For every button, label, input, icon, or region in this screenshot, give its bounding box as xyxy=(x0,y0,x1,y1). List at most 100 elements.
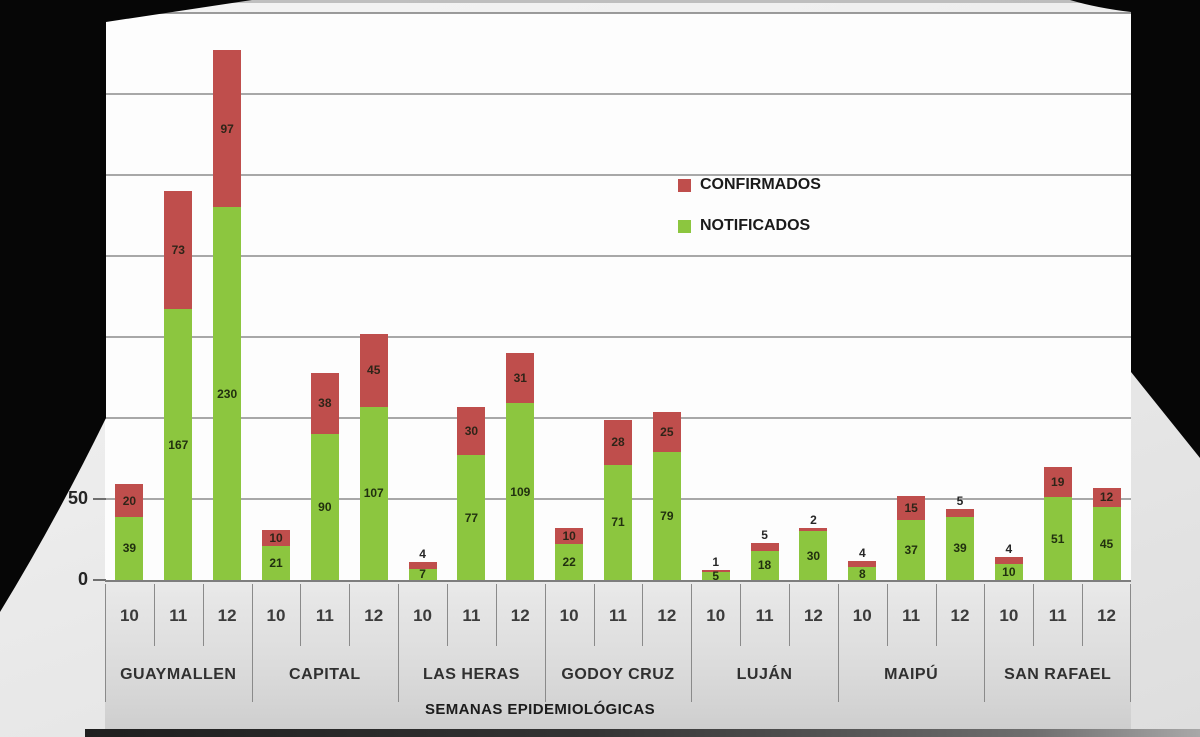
notificados-value-label: 18 xyxy=(757,558,772,573)
stacked-bar-maip--11: 15 37 xyxy=(897,495,926,580)
notificados-segment xyxy=(652,452,681,580)
confirmados-segment xyxy=(946,508,974,517)
confirmados-value-label: 10 xyxy=(562,529,576,544)
gridline-250 xyxy=(105,174,1131,176)
week-tick-label-las-heras-11: 11 xyxy=(462,606,481,625)
confirmados-value-label: 73 xyxy=(171,243,185,258)
week-tick-label-san-rafael-10: 10 xyxy=(999,606,1019,625)
week-tick-label-godoy-cruz-10: 10 xyxy=(559,606,579,625)
group-separator xyxy=(837,584,839,702)
notificados-value-label: 30 xyxy=(806,548,821,563)
confirmados-value-label: 28 xyxy=(611,435,625,450)
confirmados-value-label: 5 xyxy=(761,527,768,542)
legend-item-notificados: NOTIFICADOS xyxy=(678,215,821,237)
confirmados-value-label: 4 xyxy=(858,545,866,560)
stacked-bar-godoy-cruz-11: 28 71 xyxy=(604,419,632,580)
week-tick-label-luj-n-12: 12 xyxy=(803,606,823,625)
confirmados-segment xyxy=(262,529,290,546)
notificados-value-label: 10 xyxy=(1002,564,1016,579)
confirmados-segment xyxy=(994,557,1023,564)
stacked-bar-las-heras-11: 30 77 xyxy=(457,406,486,580)
notificados-value-label: 39 xyxy=(122,541,137,556)
group-separator xyxy=(398,584,400,702)
notificados-segment xyxy=(164,309,193,580)
stacked-bar-capital-11: 38 90 xyxy=(310,372,339,580)
week-tick-label-san-rafael-12: 12 xyxy=(1097,606,1117,625)
notificados-value-label: 109 xyxy=(510,484,531,499)
confirmados-value-label: 30 xyxy=(464,423,479,438)
group-label-san-rafael: SAN RAFAEL xyxy=(1004,666,1112,683)
x-axis-band: 10 11 12 GUAYMALLEN 10 11 12 CAPITAL 10 11 12 LAS H… xyxy=(105,580,1131,731)
notificados-value-label: 107 xyxy=(363,486,384,501)
stacked-bar-luj-n-11: 5 18 xyxy=(750,528,779,580)
notificados-segment xyxy=(555,544,584,580)
notificados-segment xyxy=(604,464,632,580)
legend-label: CONFIRMADOS xyxy=(700,176,821,193)
notificados-value-label: 230 xyxy=(217,386,238,401)
chart-legend: CONFIRMADOS NOTIFICADOS xyxy=(678,174,821,256)
week-tick-label-maip--12: 12 xyxy=(950,606,970,625)
confirmados-segment xyxy=(848,560,877,568)
week-tick-label-capital-10: 10 xyxy=(266,606,286,625)
stacked-bar-chart-plot-area: 20 39 73 167 97 230 10 21 38 90 45 107 4 7 30 77 31 109 10… xyxy=(105,12,1131,583)
notificados-segment xyxy=(946,516,974,580)
week-separator xyxy=(886,584,888,646)
week-tick-label-guaymallen-11: 11 xyxy=(169,606,188,625)
confirmados-value-label: 25 xyxy=(660,424,674,439)
stacked-bar-guaymallen-11: 73 167 xyxy=(164,191,193,580)
notificados-segment xyxy=(408,568,437,580)
week-separator xyxy=(593,584,595,646)
legend-swatch-notificados xyxy=(678,219,691,233)
stacked-bar-guaymallen-12: 97 230 xyxy=(213,50,242,580)
confirmados-value-label: 12 xyxy=(1099,490,1114,505)
week-tick-label-capital-12: 12 xyxy=(364,606,384,625)
confirmados-segment xyxy=(213,50,242,208)
confirmados-segment xyxy=(1092,487,1121,508)
confirmados-value-label: 1 xyxy=(712,555,720,570)
confirmados-segment xyxy=(115,484,144,517)
notificados-value-label: 79 xyxy=(660,509,674,524)
notificados-segment xyxy=(848,567,877,580)
notificados-value-label: 71 xyxy=(611,515,625,530)
slide-top-edge xyxy=(105,0,1131,3)
week-tick-label-maip--11: 11 xyxy=(902,606,921,625)
week-separator xyxy=(349,584,351,646)
notificados-value-label: 7 xyxy=(419,567,426,582)
legend-swatch-confirmados xyxy=(678,178,691,192)
confirmados-segment xyxy=(701,570,730,572)
week-separator xyxy=(642,584,644,646)
gridline-350 xyxy=(105,12,1131,14)
week-separator xyxy=(447,584,448,646)
notificados-value-label: 21 xyxy=(269,555,283,570)
notificados-value-label: 90 xyxy=(318,500,332,515)
week-tick-label-las-heras-10: 10 xyxy=(413,606,433,625)
group-separator xyxy=(984,584,986,702)
gridline-300 xyxy=(105,93,1131,95)
group-separator xyxy=(544,584,546,702)
confirmados-segment xyxy=(359,333,388,407)
group-label-capital: CAPITAL xyxy=(289,666,361,683)
notificados-segment xyxy=(115,516,144,580)
confirmados-value-label: 97 xyxy=(220,121,234,136)
stacked-bar-luj-n-12: 2 30 xyxy=(799,513,828,580)
y-tick-label-0: 0 xyxy=(77,569,88,589)
notificados-value-label: 22 xyxy=(562,555,576,570)
confirmados-segment xyxy=(457,406,486,456)
notificados-value-label: 8 xyxy=(858,566,866,581)
confirmados-segment xyxy=(310,372,339,435)
week-separator xyxy=(153,584,155,646)
confirmados-segment xyxy=(164,191,193,310)
notificados-segment xyxy=(457,455,486,580)
group-label-luj-n: LUJÁN xyxy=(736,666,793,683)
notificados-value-label: 5 xyxy=(712,568,720,583)
notificados-segment xyxy=(701,571,730,580)
notificados-value-label: 51 xyxy=(1051,531,1065,546)
confirmados-segment xyxy=(555,528,584,545)
confirmados-segment xyxy=(408,562,437,569)
notificados-segment xyxy=(799,531,828,580)
group-separator xyxy=(251,584,253,702)
